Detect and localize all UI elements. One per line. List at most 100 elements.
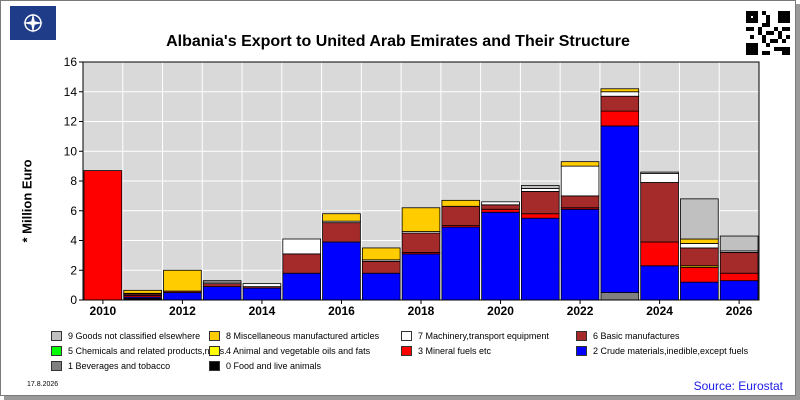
legend-item: 5 Chemicals and related products,n.e.s. bbox=[51, 346, 227, 356]
bar-segment bbox=[640, 173, 679, 183]
y-tick-label: 12 bbox=[64, 115, 78, 129]
bar-segment bbox=[282, 238, 321, 255]
legend-label: 8 Miscellaneous manufactured articles bbox=[226, 331, 380, 341]
bar-segment bbox=[719, 272, 759, 282]
legend-swatch bbox=[51, 361, 62, 371]
bar-segment bbox=[361, 272, 401, 301]
x-tick-label: 2024 bbox=[646, 304, 673, 318]
bar-segment bbox=[401, 232, 441, 253]
legend-swatch bbox=[51, 346, 62, 356]
bar-segment bbox=[361, 260, 401, 274]
bar-segment bbox=[680, 198, 719, 240]
bar-segment bbox=[640, 171, 679, 174]
bar-segment bbox=[719, 280, 759, 301]
bar-segment bbox=[680, 281, 719, 301]
bar-segment bbox=[560, 165, 600, 197]
bar-segment bbox=[202, 286, 242, 301]
legend-item: 6 Basic manufactures bbox=[576, 331, 680, 341]
bar-segment bbox=[481, 204, 520, 210]
x-tick-label: 2012 bbox=[169, 304, 196, 318]
legend-item: 0 Food and live animals bbox=[209, 361, 321, 371]
bar-segment bbox=[202, 283, 242, 288]
bar-segment bbox=[481, 201, 520, 206]
legend-item: 2 Crude materials,inedible,except fuels bbox=[576, 346, 748, 356]
bar-segment bbox=[560, 161, 600, 167]
bar-segment bbox=[640, 241, 679, 267]
legend-swatch bbox=[209, 361, 220, 371]
x-tick-label: 2016 bbox=[328, 304, 355, 318]
bar-segment bbox=[521, 191, 560, 215]
x-tick-label: 2022 bbox=[567, 304, 594, 318]
bar-segment bbox=[242, 283, 282, 288]
bar-segment bbox=[600, 125, 640, 293]
legend-item: 1 Beverages and tobacco bbox=[51, 361, 170, 371]
plot-border bbox=[82, 61, 760, 301]
legend-item: 8 Miscellaneous manufactured articles bbox=[209, 331, 379, 341]
source-note: Source: Eurostat bbox=[693, 379, 783, 393]
bar-segment bbox=[521, 217, 560, 301]
x-tick-label: 2010 bbox=[90, 304, 117, 318]
y-tick-label: 10 bbox=[64, 144, 78, 158]
chart-title: Albania's Export to United Arab Emirates… bbox=[166, 33, 630, 50]
bar-segment bbox=[600, 110, 640, 127]
y-tick-label: 4 bbox=[70, 234, 77, 248]
y-tick-label: 2 bbox=[70, 263, 77, 277]
legend-item: 4 Animal and vegetable oils and fats bbox=[209, 346, 370, 356]
x-tick-label: 2014 bbox=[249, 304, 276, 318]
bar-segment bbox=[719, 235, 759, 252]
x-tick-label: 2018 bbox=[408, 304, 435, 318]
legend-item: 3 Mineral fuels etc bbox=[401, 346, 491, 356]
bar-segment bbox=[322, 241, 361, 301]
legend-label: 6 Basic manufactures bbox=[593, 331, 680, 341]
legend-swatch bbox=[576, 346, 587, 356]
bar-segment bbox=[521, 213, 560, 219]
bar-segment bbox=[163, 292, 202, 301]
bar-segment bbox=[123, 289, 162, 294]
legend-swatch bbox=[209, 346, 220, 356]
bar-segment bbox=[680, 243, 719, 249]
bar-segment bbox=[680, 238, 719, 244]
bar-segment bbox=[719, 251, 759, 274]
bar-segment bbox=[481, 208, 520, 213]
legend-label: 5 Chemicals and related products,n.e.s. bbox=[68, 346, 227, 356]
legend-label: 2 Crude materials,inedible,except fuels bbox=[593, 346, 749, 356]
legend-item: 9 Goods not classified elsewhere bbox=[51, 331, 200, 341]
legend-item: 7 Machinery,transport equipment bbox=[401, 331, 549, 341]
bar-segment bbox=[441, 226, 481, 301]
y-tick-label: 6 bbox=[70, 204, 77, 218]
bar-segment bbox=[441, 199, 481, 207]
legend-label: 1 Beverages and tobacco bbox=[68, 361, 171, 371]
legend-label: 0 Food and live animals bbox=[226, 361, 322, 371]
legend-swatch bbox=[209, 331, 220, 341]
bar-segment bbox=[680, 247, 719, 267]
bar-segment bbox=[600, 88, 640, 93]
qr-code-icon bbox=[746, 11, 790, 55]
bar-segment bbox=[361, 247, 401, 261]
bar-segment bbox=[521, 185, 560, 189]
y-tick-label: 0 bbox=[70, 293, 77, 307]
bar-segment bbox=[83, 170, 123, 301]
legend-label: 3 Mineral fuels etc bbox=[418, 346, 492, 356]
bar-segment bbox=[322, 213, 361, 222]
stacked-bar-chart: 0 2 4 6 8 10 12 14 16 2010 2012 2014 2016 2018 2020 202… bbox=[64, 55, 760, 318]
y-tick-label: 14 bbox=[64, 85, 78, 99]
bar-segment bbox=[202, 280, 242, 283]
x-tick-label: 2026 bbox=[726, 304, 753, 318]
legend-swatch bbox=[401, 331, 412, 341]
bar-segment bbox=[441, 205, 481, 227]
bar-segment bbox=[481, 211, 520, 301]
bar-segment bbox=[560, 195, 600, 209]
legend-swatch bbox=[401, 346, 412, 356]
legend-swatch bbox=[51, 331, 62, 341]
bar-segment bbox=[640, 182, 679, 243]
y-tick-label: 8 bbox=[70, 174, 77, 188]
bar-segment bbox=[242, 287, 282, 301]
bar-segment bbox=[163, 269, 202, 292]
bar-segment bbox=[640, 265, 679, 301]
bar-segment bbox=[600, 91, 640, 97]
bar-segment bbox=[521, 188, 560, 192]
bar-segment bbox=[401, 253, 441, 301]
bar-segment bbox=[282, 272, 321, 301]
date-stamp: 17.8.2026 bbox=[27, 381, 59, 388]
